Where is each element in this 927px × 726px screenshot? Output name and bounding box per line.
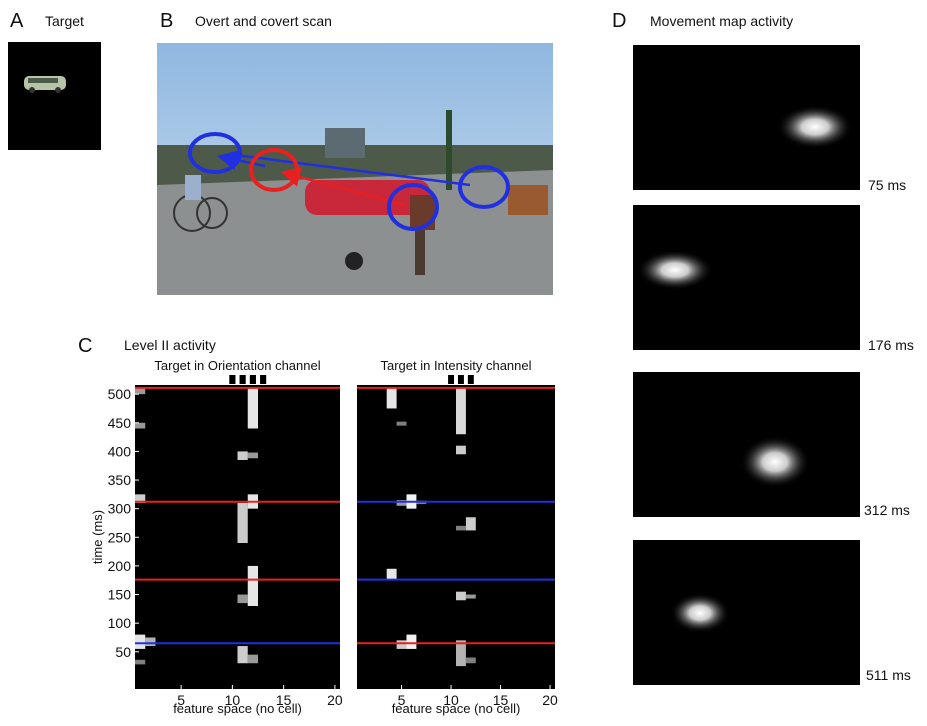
panel-letter: D bbox=[612, 10, 626, 32]
activity-blob bbox=[637, 250, 713, 290]
x-tick-label: 20 bbox=[327, 692, 343, 708]
activity-cell bbox=[456, 640, 466, 666]
time-label: 312 ms bbox=[864, 502, 910, 518]
y-tick-label: 100 bbox=[108, 615, 132, 631]
activity-cell bbox=[456, 446, 466, 455]
y-tick-label: 350 bbox=[108, 472, 132, 488]
activity-cell bbox=[248, 453, 258, 459]
activity-cell bbox=[238, 595, 248, 604]
activity-cell bbox=[466, 658, 476, 664]
target-marker bbox=[229, 375, 235, 384]
y-tick-label: 200 bbox=[108, 558, 132, 574]
panel-letter: C bbox=[78, 335, 92, 357]
target-marker bbox=[448, 375, 454, 384]
activity-cell bbox=[456, 592, 466, 601]
panel-title: Target bbox=[45, 13, 84, 29]
activity-cell bbox=[135, 423, 145, 429]
activity-cell bbox=[466, 517, 476, 530]
movement-map bbox=[633, 372, 860, 517]
x-axis-label: feature space (no cell) bbox=[392, 701, 521, 716]
target-marker bbox=[458, 375, 464, 384]
x-tick-label: 20 bbox=[542, 692, 558, 708]
panel-letter: B bbox=[160, 10, 173, 32]
panel-title: Overt and covert scan bbox=[195, 13, 332, 29]
movement-map bbox=[633, 540, 860, 685]
activity-cell bbox=[456, 526, 466, 531]
y-tick-label: 150 bbox=[108, 587, 132, 603]
target-marker bbox=[468, 375, 474, 384]
activity-blob bbox=[670, 593, 730, 633]
time-label: 511 ms bbox=[866, 667, 911, 683]
plot-title: Target in Intensity channel bbox=[380, 358, 531, 373]
activity-cell bbox=[387, 388, 397, 408]
activity-cell bbox=[238, 503, 248, 543]
target-marker bbox=[250, 375, 256, 384]
y-tick-label: 250 bbox=[108, 529, 132, 545]
time-label: 75 ms bbox=[868, 177, 906, 193]
activity-cell bbox=[248, 655, 258, 664]
activity-cell bbox=[135, 660, 145, 665]
x-axis-label: feature space (no cell) bbox=[173, 701, 302, 716]
panel-title: Movement map activity bbox=[650, 13, 793, 29]
activity-cell bbox=[466, 595, 476, 599]
y-tick-label: 450 bbox=[108, 415, 132, 431]
activity-cell bbox=[248, 566, 258, 606]
activity-cell bbox=[397, 640, 407, 649]
time-label: 176 ms bbox=[868, 337, 914, 353]
activity-cell bbox=[407, 635, 417, 649]
panel-title: Level II activity bbox=[124, 337, 216, 353]
y-tick-label: 300 bbox=[108, 501, 132, 517]
y-tick-label: 400 bbox=[108, 443, 132, 459]
plot-title: Target in Orientation channel bbox=[154, 358, 320, 373]
activity-cell bbox=[456, 388, 466, 434]
activity-cell bbox=[248, 388, 258, 428]
y-axis-label: time (ms) bbox=[90, 510, 105, 564]
activity-cell bbox=[397, 422, 407, 426]
activity-blob bbox=[777, 105, 853, 149]
activity-cell bbox=[387, 569, 397, 580]
y-tick-label: 50 bbox=[115, 644, 131, 660]
activity-cell bbox=[238, 646, 248, 663]
target-image bbox=[8, 42, 101, 150]
target-marker bbox=[260, 375, 266, 384]
activity-cell bbox=[135, 388, 145, 394]
y-tick-label: 500 bbox=[108, 386, 132, 402]
activity-cell bbox=[135, 635, 145, 649]
activity-cell bbox=[145, 637, 155, 646]
panel-letter: A bbox=[10, 10, 24, 32]
activity-cell bbox=[238, 451, 248, 460]
figure: A Target B Overt and covert scan C Level… bbox=[0, 0, 927, 721]
activity-blob bbox=[740, 436, 810, 488]
target-marker bbox=[240, 375, 246, 384]
